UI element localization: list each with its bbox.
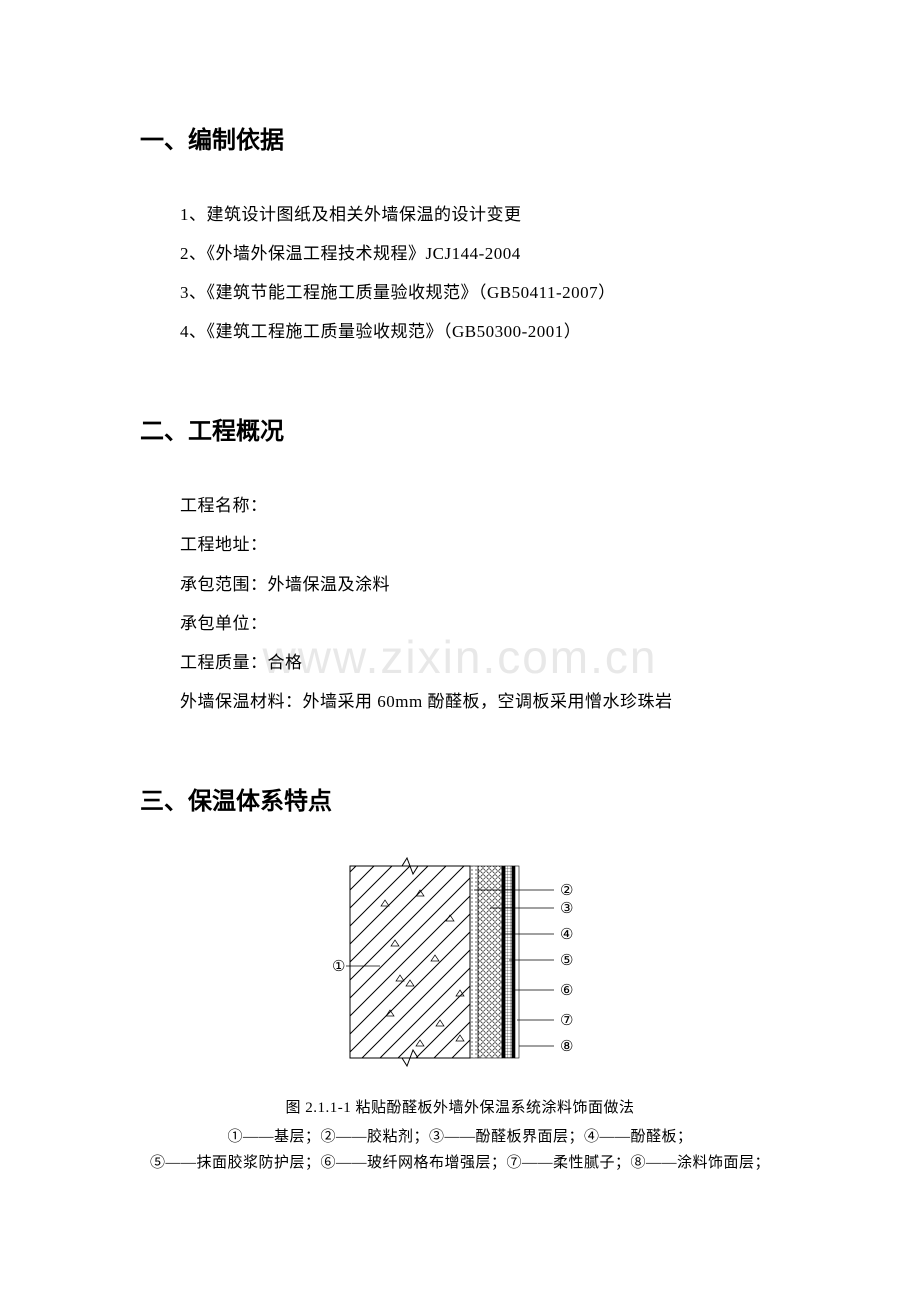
diagram-caption: 图 2.1.1-1 粘贴酚醛板外墙外保温系统涂料饰面做法 ①——基层；②——胶粘… bbox=[140, 1096, 780, 1177]
svg-text:①: ① bbox=[332, 959, 345, 975]
caption-line-2: ⑤——抹面胶浆防护层；⑥——玻纤网格布增强层；⑦——柔性腻子；⑧——涂料饰面层； bbox=[140, 1151, 780, 1177]
diagram-container: ① ② ③ ④ ⑤ ⑥ ⑦ ⑧ bbox=[140, 856, 780, 1078]
s2-line-6: 外墙保温材料：外墙采用 60mm 酚醛板，空调板采用憎水珍珠岩 bbox=[180, 682, 780, 721]
s2-line-3: 承包范围：外墙保温及涂料 bbox=[180, 565, 780, 604]
document-content: 一、编制依据 1、建筑设计图纸及相关外墙保温的设计变更 2、《外墙外保温工程技术… bbox=[140, 120, 780, 1176]
svg-text:②: ② bbox=[560, 883, 573, 899]
svg-text:⑥: ⑥ bbox=[560, 983, 573, 999]
heading-3: 三、保温体系特点 bbox=[140, 781, 780, 816]
s2-line-1: 工程名称： bbox=[180, 486, 780, 525]
s2-line-5: 工程质量：合格 bbox=[180, 643, 780, 682]
s1-line-2: 2、《外墙外保温工程技术规程》JCJ144-2004 bbox=[180, 234, 780, 273]
caption-title: 图 2.1.1-1 粘贴酚醛板外墙外保温系统涂料饰面做法 bbox=[140, 1096, 780, 1122]
heading-1: 一、编制依据 bbox=[140, 120, 780, 155]
svg-text:⑦: ⑦ bbox=[560, 1013, 573, 1029]
svg-text:③: ③ bbox=[560, 901, 573, 917]
s2-line-2: 工程地址： bbox=[180, 525, 780, 564]
svg-text:⑤: ⑤ bbox=[560, 953, 573, 969]
svg-text:④: ④ bbox=[560, 927, 573, 943]
wall-section-diagram: ① ② ③ ④ ⑤ ⑥ ⑦ ⑧ bbox=[330, 856, 590, 1078]
s1-line-3: 3、《建筑节能工程施工质量验收规范》（GB50411-2007） bbox=[180, 273, 780, 312]
caption-line-1: ①——基层；②——胶粘剂；③——酚醛板界面层；④——酚醛板； bbox=[140, 1125, 780, 1151]
heading-2: 二、工程概况 bbox=[140, 411, 780, 446]
svg-text:⑧: ⑧ bbox=[560, 1039, 573, 1055]
s2-line-4: 承包单位： bbox=[180, 604, 780, 643]
s1-line-4: 4、《建筑工程施工质量验收规范》（GB50300-2001） bbox=[180, 312, 780, 351]
s1-line-1: 1、建筑设计图纸及相关外墙保温的设计变更 bbox=[180, 195, 780, 234]
